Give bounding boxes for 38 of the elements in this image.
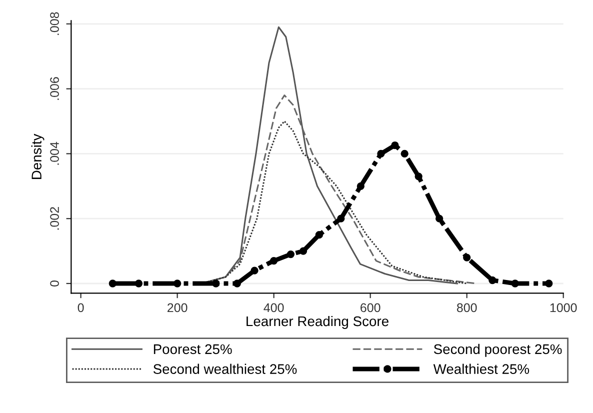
y-tick-label: .004 bbox=[50, 142, 59, 165]
point bbox=[315, 231, 324, 239]
x-tick-label: 600 bbox=[360, 303, 380, 312]
x-tick-label: 200 bbox=[168, 303, 188, 312]
point bbox=[511, 280, 519, 288]
point bbox=[414, 172, 422, 180]
point bbox=[233, 280, 241, 288]
y-tick-label: .002 bbox=[50, 207, 59, 230]
x-tick-label: 800 bbox=[456, 303, 477, 312]
point bbox=[299, 247, 308, 255]
point bbox=[337, 214, 345, 222]
x-tick-label: 1000 bbox=[550, 303, 577, 312]
point bbox=[286, 250, 295, 258]
legend-label: Poorest 25% bbox=[154, 344, 232, 354]
point bbox=[488, 276, 496, 284]
point bbox=[134, 280, 143, 288]
point bbox=[391, 141, 399, 150]
point bbox=[545, 280, 553, 288]
point bbox=[270, 256, 278, 265]
x-tick-label: 400 bbox=[264, 303, 284, 312]
point bbox=[174, 280, 182, 288]
x-axis-title: Learner Reading Score bbox=[246, 316, 388, 329]
point bbox=[436, 214, 444, 222]
point bbox=[108, 280, 116, 288]
point bbox=[356, 182, 365, 190]
y-tick-label: .006 bbox=[50, 77, 59, 100]
y-tick-label: .008 bbox=[50, 12, 59, 35]
point bbox=[212, 280, 220, 288]
point bbox=[250, 266, 258, 274]
legend-label: Second poorest 25% bbox=[434, 344, 562, 357]
y-tick-label: 0 bbox=[50, 280, 59, 286]
point bbox=[400, 150, 408, 158]
point bbox=[377, 150, 385, 158]
y-axis-title: Density bbox=[31, 134, 44, 179]
legend-label: Wealthiest 25% bbox=[433, 364, 530, 374]
x-tick-label: 0 bbox=[78, 303, 84, 312]
point bbox=[463, 254, 471, 262]
legend-label: Second wealthiest 25% bbox=[153, 364, 297, 374]
